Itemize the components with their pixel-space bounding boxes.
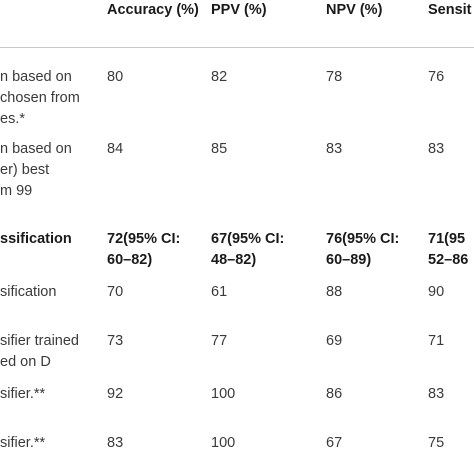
cell-sensitivity: 71 [428, 333, 445, 349]
cell-ppv: 82 [211, 69, 228, 85]
row-label: n based on [0, 141, 72, 157]
row-label: chosen from [0, 90, 80, 106]
header-sensitivity: Sensit [428, 2, 472, 18]
cell-npv: 67 [326, 435, 343, 451]
cell-npv: 86 [326, 386, 343, 402]
cell-sensitivity: 71(95 [428, 231, 466, 247]
row-label: sifier.** [0, 386, 46, 402]
cell-npv: 60–89) [326, 252, 372, 268]
cell-ppv: 48–82) [211, 252, 257, 268]
table-header: Accuracy (%) PPV (%) NPV (%) Sensit [0, 0, 474, 46]
cell-accuracy: 72(95% CI: [107, 231, 181, 247]
row-label: sifier.** [0, 435, 46, 451]
row-label: ssification [0, 231, 72, 247]
row-label: es.* [0, 111, 25, 127]
cell-ppv: 67(95% CI: [211, 231, 285, 247]
cell-ppv: 77 [211, 333, 228, 349]
cell-accuracy: 73 [107, 333, 124, 349]
cell-ppv: 85 [211, 141, 228, 157]
cell-ppv: 100 [211, 386, 236, 402]
cell-npv: 69 [326, 333, 343, 349]
cell-npv: 78 [326, 69, 343, 85]
cell-sensitivity: 52–86 [428, 252, 469, 268]
cell-sensitivity: 83 [428, 386, 445, 402]
cell-npv: 88 [326, 284, 343, 300]
row-label: ed on D [0, 354, 51, 370]
cell-accuracy: 92 [107, 386, 124, 402]
cell-accuracy: 70 [107, 284, 124, 300]
row-label: sifier trained [0, 333, 79, 349]
cell-ppv: 61 [211, 284, 228, 300]
cell-accuracy: 83 [107, 435, 124, 451]
row-label: m 99 [0, 183, 33, 199]
cell-sensitivity: 75 [428, 435, 445, 451]
cell-sensitivity: 90 [428, 284, 445, 300]
cell-ppv: 100 [211, 435, 236, 451]
cell-sensitivity: 83 [428, 141, 445, 157]
cell-accuracy: 60–82) [107, 252, 153, 268]
row-label: er) best [0, 162, 50, 178]
header-ppv: PPV (%) [211, 2, 267, 18]
cell-accuracy: 80 [107, 69, 124, 85]
cell-accuracy: 84 [107, 141, 124, 157]
header-accuracy: Accuracy (%) [107, 2, 199, 18]
cell-npv: 83 [326, 141, 343, 157]
row-label: n based on [0, 69, 72, 85]
header-divider [0, 47, 474, 48]
cell-npv: 76(95% CI: [326, 231, 400, 247]
header-npv: NPV (%) [326, 2, 383, 18]
row-label: sification [0, 284, 57, 300]
cell-sensitivity: 76 [428, 69, 445, 85]
